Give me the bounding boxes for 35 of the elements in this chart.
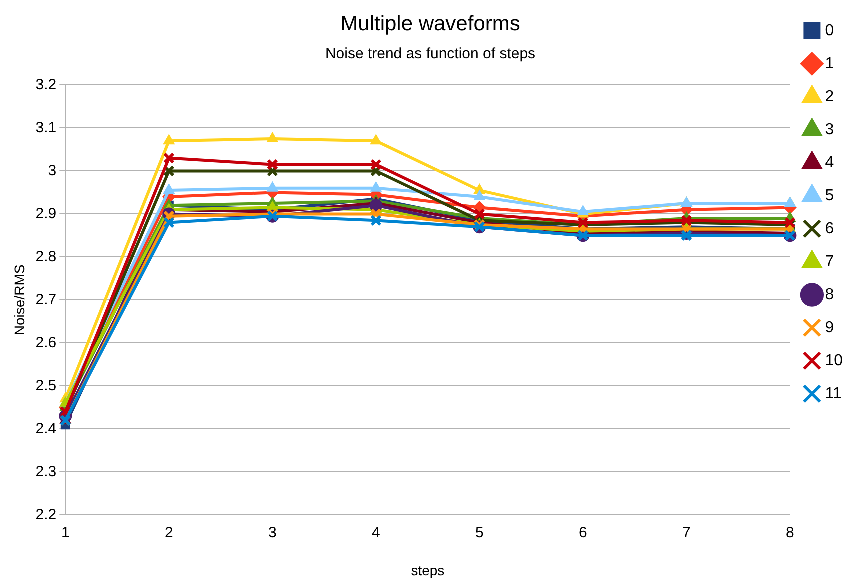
y-axis-title: Noise/RMS	[11, 264, 28, 336]
x-tick-label: 4	[372, 524, 380, 542]
legend-label: 10	[825, 352, 844, 370]
legend-label: 11	[825, 385, 842, 402]
chart-subtitle: Noise trend as function of steps	[325, 45, 536, 62]
y-tick-label: 2.4	[36, 420, 57, 438]
y-tick-label: 2.7	[36, 291, 57, 308]
x-tick-label: 3	[268, 524, 277, 542]
y-tick-label: 3.2	[36, 76, 57, 94]
legend-label: 3	[825, 121, 834, 138]
legend-label: 1	[825, 55, 834, 72]
x-tick-label: 1	[61, 524, 70, 542]
y-tick-label: 2.9	[36, 205, 57, 222]
legend-label: 9	[825, 319, 834, 336]
legend-label: 4	[825, 154, 834, 172]
y-tick-label: 2.2	[36, 506, 57, 524]
legend-label: 5	[825, 187, 834, 204]
chart-title: Multiple waveforms	[340, 12, 520, 36]
legend-label: 2	[825, 88, 834, 106]
legend-label: 7	[825, 253, 834, 270]
x-axis-title: steps	[411, 562, 445, 578]
x-tick-label: 7	[682, 524, 691, 542]
x-tick-label: 2	[164, 524, 174, 542]
y-tick-label: 3.1	[36, 119, 57, 136]
y-tick-label: 2.8	[36, 248, 57, 266]
legend-label: 6	[825, 220, 834, 238]
x-tick-label: 8	[786, 524, 794, 542]
y-tick-label: 2.3	[36, 463, 57, 480]
x-tick-label: 6	[579, 524, 588, 542]
x-tick-label: 5	[476, 524, 484, 542]
y-tick-label: 2.5	[36, 377, 57, 394]
y-tick-label: 3	[48, 162, 57, 180]
y-tick-label: 2.6	[36, 334, 57, 352]
legend-label: 0	[825, 22, 834, 40]
legend-label: 8	[825, 286, 834, 304]
